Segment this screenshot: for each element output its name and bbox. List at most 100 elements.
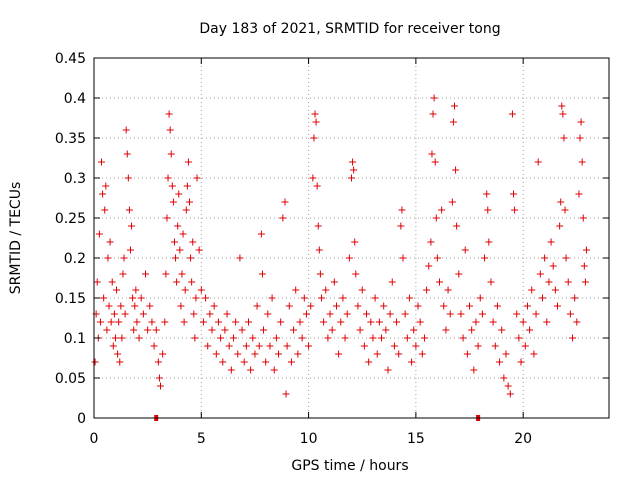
data-point xyxy=(582,246,590,254)
data-point xyxy=(117,302,125,310)
data-point xyxy=(453,222,461,230)
data-point xyxy=(110,310,118,318)
data-point xyxy=(576,134,584,142)
data-point xyxy=(515,334,523,342)
data-point xyxy=(217,334,225,342)
data-point xyxy=(403,334,411,342)
data-point xyxy=(498,326,506,334)
y-tick-label: 0.3 xyxy=(64,171,86,187)
data-point xyxy=(528,286,536,294)
data-point xyxy=(313,182,321,190)
data-point xyxy=(131,302,139,310)
data-point xyxy=(191,334,199,342)
data-point xyxy=(559,110,567,118)
data-point xyxy=(506,390,514,398)
data-point xyxy=(433,254,441,262)
data-point xyxy=(363,310,371,318)
data-point xyxy=(350,166,358,174)
data-point xyxy=(294,350,302,358)
data-point xyxy=(264,310,272,318)
data-point xyxy=(398,206,406,214)
y-tick-label: 0.1 xyxy=(64,331,86,347)
data-point xyxy=(365,358,373,366)
data-point xyxy=(468,326,476,334)
data-point xyxy=(179,230,187,238)
data-point xyxy=(262,358,270,366)
data-point xyxy=(255,342,263,350)
data-point xyxy=(564,278,572,286)
data-point xyxy=(99,190,107,198)
data-point xyxy=(472,318,480,326)
data-point xyxy=(103,326,111,334)
data-point xyxy=(170,238,178,246)
data-point xyxy=(305,342,313,350)
data-point xyxy=(337,318,345,326)
data-point xyxy=(282,390,290,398)
data-point xyxy=(187,254,195,262)
data-point xyxy=(169,198,177,206)
x-tick-label: 10 xyxy=(300,431,318,447)
data-point xyxy=(242,342,250,350)
data-point xyxy=(210,302,218,310)
data-point xyxy=(438,206,446,214)
data-point xyxy=(349,158,357,166)
data-point xyxy=(95,230,103,238)
data-point xyxy=(111,334,119,342)
data-point xyxy=(324,334,332,342)
data-point xyxy=(401,310,409,318)
data-point xyxy=(341,334,349,342)
data-point xyxy=(360,342,368,350)
data-point xyxy=(511,206,519,214)
data-point xyxy=(551,286,559,294)
data-point xyxy=(204,342,212,350)
data-point xyxy=(249,334,257,342)
data-point xyxy=(202,294,210,302)
data-point xyxy=(119,270,127,278)
data-point xyxy=(558,102,566,110)
data-point xyxy=(332,302,340,310)
data-point xyxy=(251,350,259,358)
data-point xyxy=(369,334,377,342)
y-tick-label: 0.45 xyxy=(55,51,86,67)
data-point xyxy=(541,254,549,262)
data-point xyxy=(166,126,174,134)
x-axis-label: GPS time / hours xyxy=(291,458,408,474)
data-point xyxy=(219,358,227,366)
data-point xyxy=(128,222,136,230)
data-point xyxy=(416,318,424,326)
data-point xyxy=(393,318,401,326)
data-point xyxy=(190,310,198,318)
data-point xyxy=(253,302,261,310)
data-point xyxy=(444,286,452,294)
data-point xyxy=(281,198,289,206)
data-point xyxy=(410,326,418,334)
data-point xyxy=(463,350,471,358)
data-point xyxy=(343,310,351,318)
data-point xyxy=(427,238,435,246)
data-point xyxy=(470,366,478,374)
data-point xyxy=(122,126,130,134)
data-point xyxy=(513,310,521,318)
data-point xyxy=(266,342,274,350)
data-point xyxy=(125,206,133,214)
data-point xyxy=(227,366,235,374)
y-tick-label: 0 xyxy=(77,411,86,427)
data-point xyxy=(102,182,110,190)
data-point xyxy=(390,342,398,350)
data-point xyxy=(425,262,433,270)
x-tick-label: 0 xyxy=(90,431,99,447)
data-point xyxy=(238,326,246,334)
data-point xyxy=(534,158,542,166)
data-point xyxy=(139,310,147,318)
data-point xyxy=(435,278,443,286)
data-point xyxy=(311,110,319,118)
data-point xyxy=(105,302,113,310)
data-point xyxy=(130,326,138,334)
data-point xyxy=(176,246,184,254)
data-point xyxy=(309,174,317,182)
data-point xyxy=(292,286,300,294)
data-point xyxy=(126,246,134,254)
data-point xyxy=(108,278,116,286)
data-point xyxy=(442,326,450,334)
y-tick-label: 0.25 xyxy=(55,211,86,227)
